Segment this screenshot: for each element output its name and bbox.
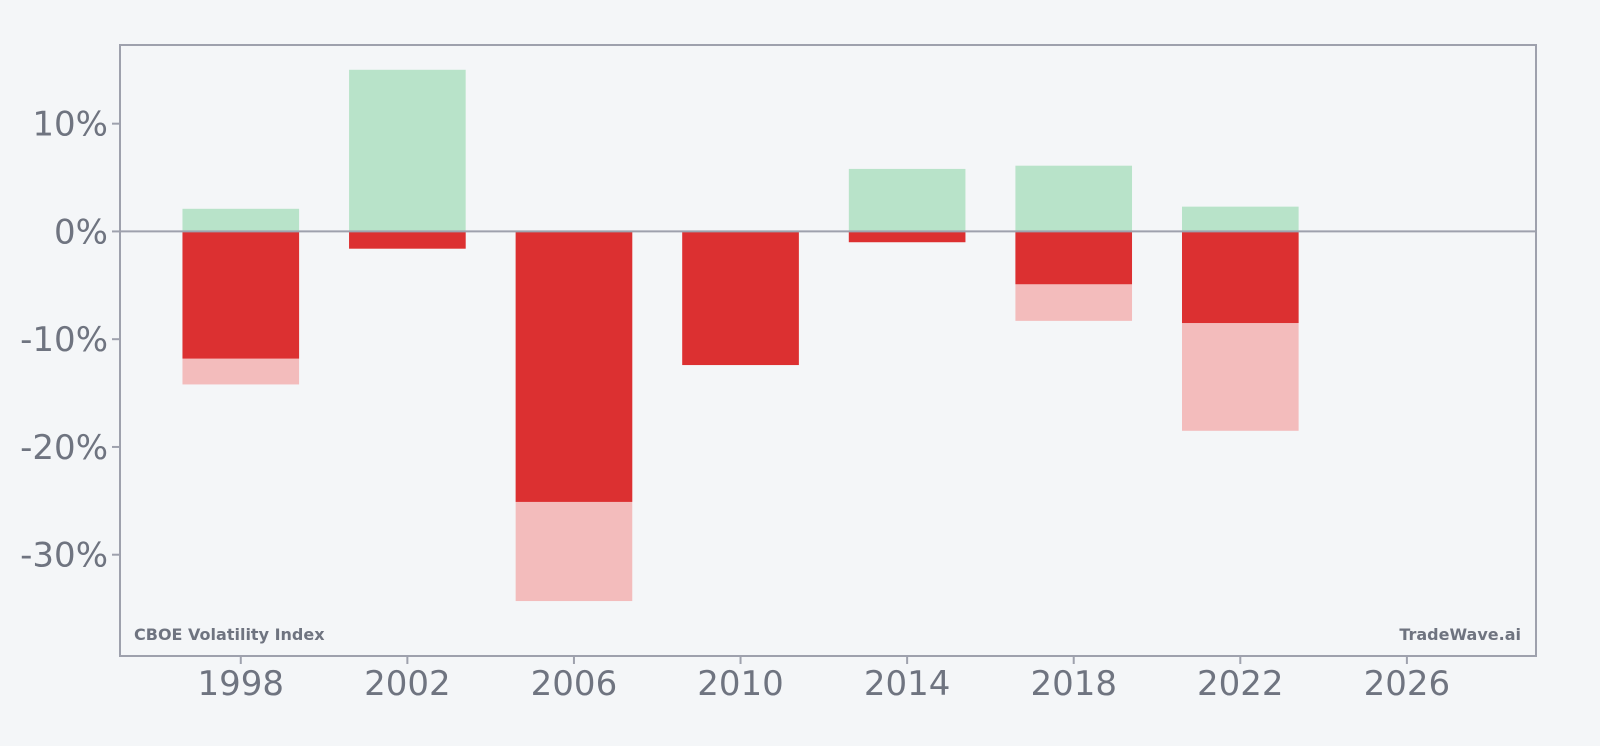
gain-bar-2018 — [1015, 165, 1133, 232]
gain-bar-2014 — [848, 168, 966, 232]
plot-frame — [119, 44, 1537, 657]
y-tick-label: 10% — [32, 105, 108, 145]
x-tick-label: 2010 — [697, 664, 784, 704]
x-tick-label: 2002 — [364, 664, 451, 704]
bars-group — [182, 69, 1299, 602]
loss-bar-2006 — [515, 231, 633, 502]
loss-bar-1998 — [182, 231, 300, 359]
gain-bar-2022 — [1182, 206, 1299, 232]
y-tick-label: -30% — [20, 536, 108, 576]
x-tick-label: 1998 — [198, 664, 285, 704]
x-tick-label: 2022 — [1197, 664, 1284, 704]
x-tick-label: 2026 — [1364, 664, 1451, 704]
x-axis: 1998 2002 2006 2010 2014 2018 2022 2026 — [198, 656, 1451, 704]
loss-bar-2002 — [349, 231, 466, 249]
y-tick-label: -10% — [20, 320, 108, 360]
y-axis: 10% 0% -10% -20% -30% — [20, 105, 120, 576]
x-tick-label: 2018 — [1030, 664, 1117, 704]
x-tick-label: 2014 — [864, 664, 951, 704]
x-tick-label: 2006 — [531, 664, 618, 704]
loss-bar-2022 — [1182, 231, 1299, 324]
loss-bar-2018 — [1015, 231, 1133, 285]
y-tick-label: -20% — [20, 428, 108, 468]
gain-bar-1998 — [182, 208, 300, 232]
index-name-label: CBOE Volatility Index — [134, 625, 325, 644]
loss-bar-2014 — [848, 231, 966, 243]
brand-label: TradeWave.ai — [1399, 625, 1521, 644]
y-tick-label: 0% — [54, 212, 108, 252]
gain-bar-2002 — [349, 69, 466, 232]
loss-bar-2010 — [682, 231, 799, 366]
